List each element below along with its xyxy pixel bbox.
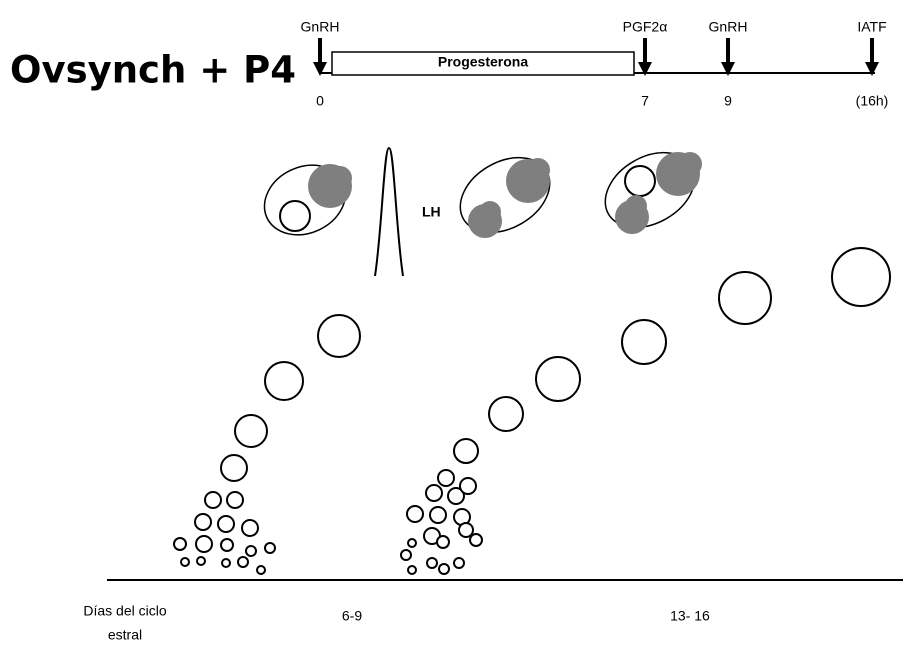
follicle xyxy=(264,361,304,401)
follicle xyxy=(447,487,465,505)
follicle xyxy=(407,538,417,548)
follicle xyxy=(831,247,891,307)
follicle xyxy=(459,477,477,495)
lh-peak xyxy=(374,146,404,277)
follicle xyxy=(220,538,234,552)
ovary xyxy=(263,164,352,236)
day-label: 0 xyxy=(316,93,324,109)
ovary xyxy=(604,151,702,234)
follicle xyxy=(217,515,235,533)
follicle xyxy=(226,491,244,509)
day-label: 9 xyxy=(724,93,732,109)
follicle xyxy=(453,557,465,569)
follicle xyxy=(426,557,438,569)
follicle xyxy=(488,396,524,432)
period-label: 6-9 xyxy=(342,608,362,624)
follicle xyxy=(245,545,257,557)
treatment-label: Progesterona xyxy=(438,54,528,70)
follicle xyxy=(621,319,667,365)
title: Ovsynch + P4 xyxy=(10,49,296,92)
follicles xyxy=(173,247,891,575)
day-label: 7 xyxy=(641,93,649,109)
follicle xyxy=(458,522,474,538)
follicle xyxy=(237,556,249,568)
treatment-box xyxy=(331,51,635,76)
follicle xyxy=(220,454,248,482)
event-label: PGF2α xyxy=(623,19,668,35)
follicle xyxy=(400,549,412,561)
follicle xyxy=(407,565,417,575)
arrow-head xyxy=(721,62,735,76)
follicle xyxy=(256,565,266,575)
follicle xyxy=(535,356,581,402)
follicle xyxy=(453,438,479,464)
follicle xyxy=(438,563,450,575)
follicle xyxy=(425,484,443,502)
follicle xyxy=(234,414,268,448)
follicle xyxy=(317,314,361,358)
arrow-head xyxy=(865,62,879,76)
axis-label: estral xyxy=(108,627,142,643)
follicle xyxy=(718,271,772,325)
ovary xyxy=(459,156,551,238)
follicle xyxy=(436,535,450,549)
follicle xyxy=(180,557,190,567)
day-label: (16h) xyxy=(856,93,889,109)
lh-label: LH xyxy=(422,204,441,220)
follicle xyxy=(469,533,483,547)
follicle xyxy=(204,491,222,509)
follicle xyxy=(173,537,187,551)
event-label: GnRH xyxy=(301,19,340,35)
follicle xyxy=(406,505,424,523)
follicle xyxy=(196,556,206,566)
events: GnRH 0 PGF2α 7 GnRH 9 IATF (16h) xyxy=(301,19,889,109)
follicle xyxy=(221,558,231,568)
event-label: GnRH xyxy=(709,19,748,35)
follicle xyxy=(194,513,212,531)
axis-label: Días del ciclo xyxy=(83,603,166,619)
follicle xyxy=(195,535,213,553)
follicle xyxy=(437,469,455,487)
arrow-head xyxy=(638,62,652,76)
arrow-head xyxy=(313,62,327,76)
follicle xyxy=(241,519,259,537)
follicle xyxy=(429,506,447,524)
follicle xyxy=(264,542,276,554)
period-label: 13- 16 xyxy=(670,608,710,624)
event-label: IATF xyxy=(857,19,886,35)
